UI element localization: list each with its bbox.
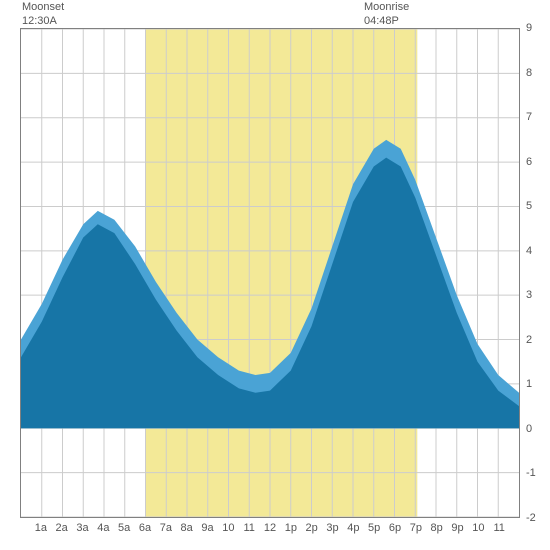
y-tick-label: 0	[526, 423, 532, 435]
plot-svg	[21, 29, 519, 517]
moonrise-block: Moonrise 04:48P	[364, 0, 409, 29]
tide-chart-container: Moonset 12:30A Moonrise 04:48P 1a 2a 3a 4a 5…	[0, 0, 550, 550]
x-tick-label: 2p	[306, 522, 318, 534]
x-tick-label: 1a	[35, 522, 47, 534]
moonset-time: 12:30A	[22, 14, 64, 28]
x-tick-label: 7p	[410, 522, 422, 534]
y-tick-label: 1	[526, 378, 532, 390]
y-tick-label: 9	[526, 22, 532, 34]
moonrise-time: 04:48P	[364, 14, 409, 28]
x-tick-label: 8p	[431, 522, 443, 534]
x-tick-label: 5a	[118, 522, 130, 534]
x-tick-label: 3p	[326, 522, 338, 534]
plot-area	[20, 28, 520, 518]
x-tick-label: 8a	[181, 522, 193, 534]
y-tick-label: -1	[526, 467, 536, 479]
x-tick-label: 10	[222, 522, 234, 534]
x-tick-label: 9p	[451, 522, 463, 534]
x-tick-label: 10	[472, 522, 484, 534]
x-tick-label: 5p	[368, 522, 380, 534]
moonrise-label: Moonrise	[364, 0, 409, 14]
y-tick-label: 4	[526, 245, 532, 257]
x-tick-label: 2a	[56, 522, 68, 534]
x-tick-label: 4p	[347, 522, 359, 534]
x-tick-label: 4a	[97, 522, 109, 534]
y-tick-label: -2	[526, 512, 536, 524]
x-tick-label: 9a	[201, 522, 213, 534]
y-tick-label: 2	[526, 334, 532, 346]
x-tick-label: 11	[243, 522, 254, 534]
moonset-block: Moonset 12:30A	[22, 0, 64, 29]
x-tick-label: 6p	[389, 522, 401, 534]
moonset-label: Moonset	[22, 0, 64, 14]
y-tick-label: 6	[526, 156, 532, 168]
x-tick-label: 11	[493, 522, 504, 534]
y-tick-label: 8	[526, 67, 532, 79]
x-tick-label: 7a	[160, 522, 172, 534]
x-tick-label: 12	[264, 522, 276, 534]
x-tick-label: 3a	[76, 522, 88, 534]
y-tick-label: 7	[526, 111, 532, 123]
x-tick-label: 6a	[139, 522, 151, 534]
y-tick-label: 3	[526, 289, 532, 301]
y-tick-label: 5	[526, 200, 532, 212]
x-tick-label: 1p	[285, 522, 297, 534]
